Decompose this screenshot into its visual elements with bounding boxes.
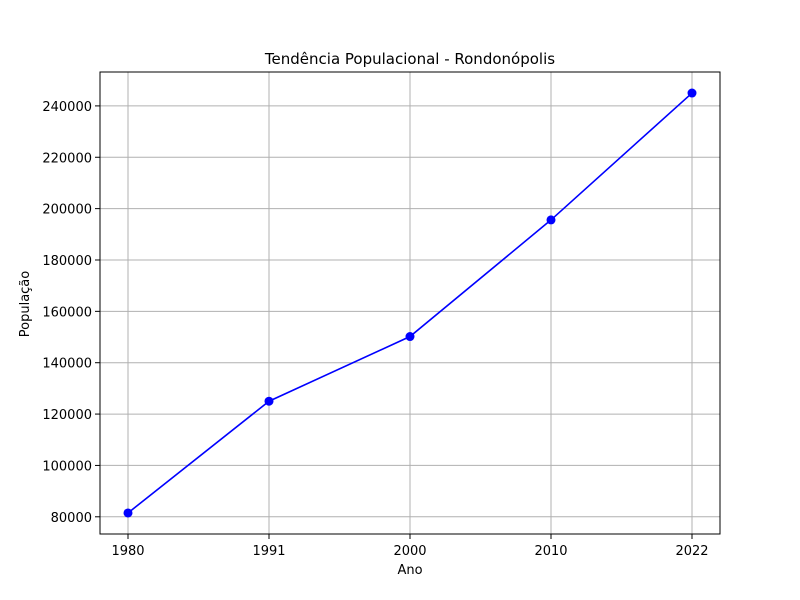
x-tick-label: 1980 — [111, 544, 144, 559]
y-axis-label: População — [18, 271, 33, 338]
x-tick-label: 2022 — [675, 544, 708, 559]
y-tick-label: 80000 — [51, 511, 92, 526]
data-point — [123, 508, 133, 518]
y-tick-label: 180000 — [42, 254, 92, 269]
x-tick-label: 1991 — [252, 544, 285, 559]
data-point — [405, 332, 415, 342]
data-point — [264, 396, 274, 406]
x-tick-label: 2000 — [393, 544, 426, 559]
axis-ticks: 1980 1991 2000 2010 2022 80000 100000 120000 140… — [42, 100, 708, 559]
y-tick-label: 100000 — [42, 459, 92, 474]
x-tick-label: 2010 — [534, 544, 567, 559]
data-point — [687, 88, 697, 98]
grid-lines — [100, 72, 720, 534]
chart-title: Tendência Populacional - Rondonópolis — [264, 50, 555, 68]
y-tick-label: 200000 — [42, 203, 92, 218]
y-tick-label: 220000 — [42, 151, 92, 166]
data-series — [123, 88, 697, 518]
y-tick-label: 120000 — [42, 408, 92, 423]
y-tick-label: 140000 — [42, 357, 92, 372]
y-tick-label: 160000 — [42, 305, 92, 320]
plot-frame — [99, 71, 721, 535]
y-tick-label: 240000 — [42, 100, 92, 115]
data-point — [546, 215, 556, 225]
x-axis-label: Ano — [397, 563, 422, 578]
